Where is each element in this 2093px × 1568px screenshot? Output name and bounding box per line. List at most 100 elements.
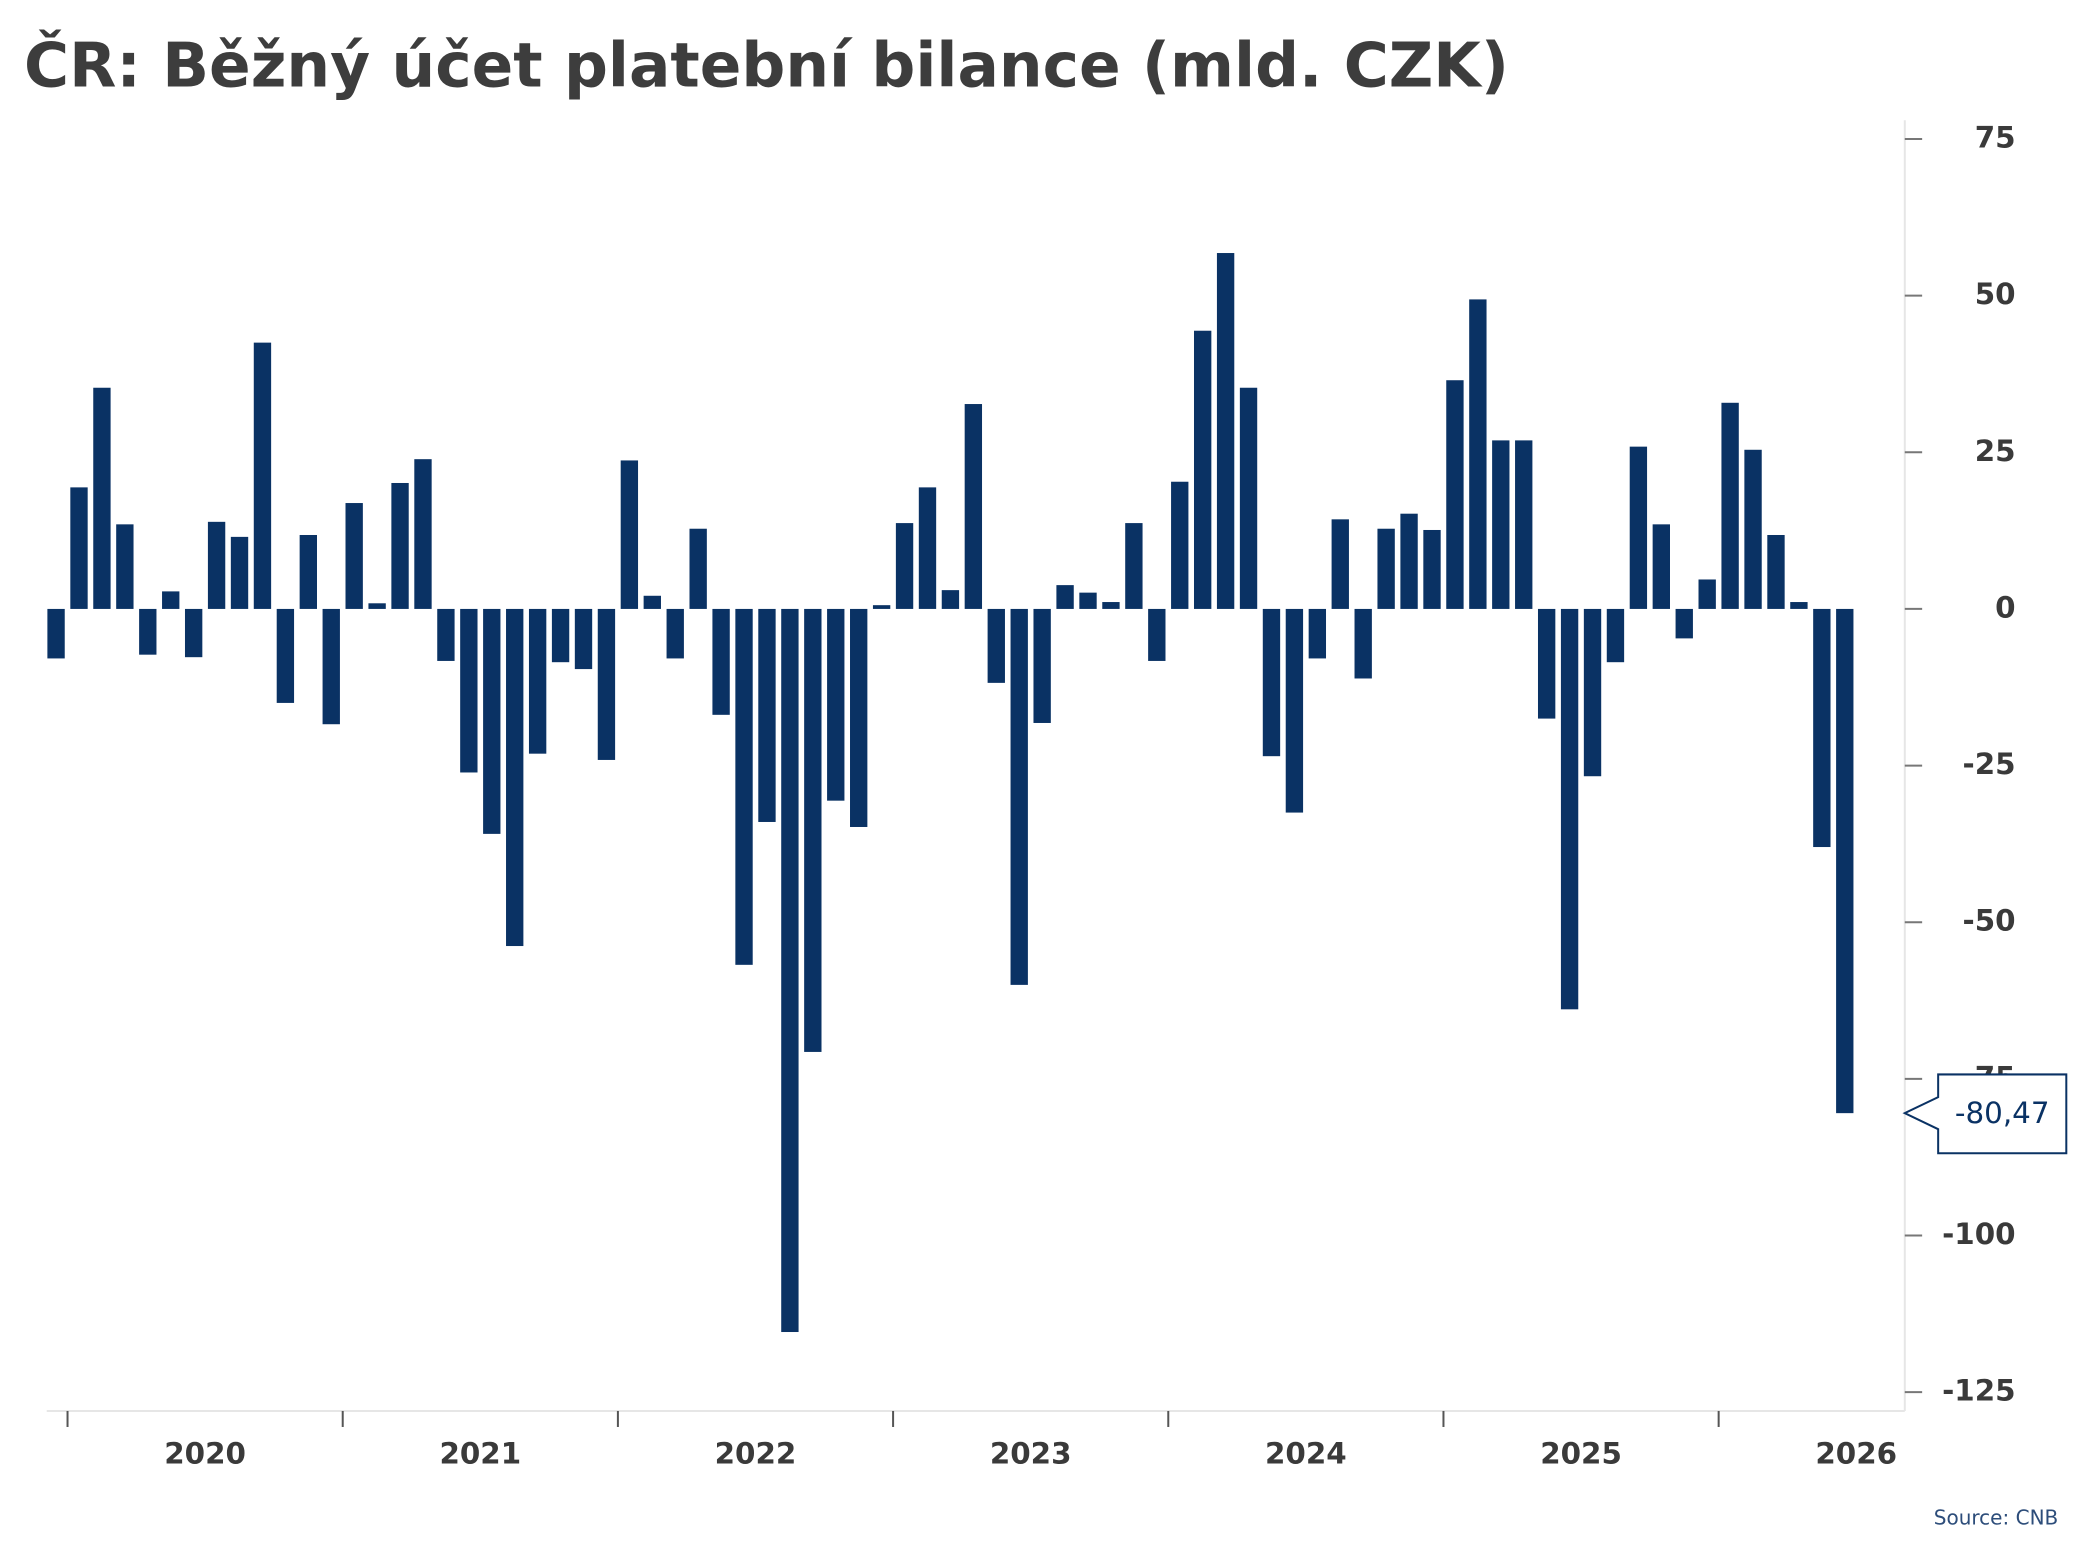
- bar: [70, 487, 88, 609]
- bar: [1102, 602, 1120, 609]
- bar: [643, 595, 661, 609]
- bar: [597, 608, 616, 760]
- bar: [1583, 608, 1602, 777]
- bar: [345, 503, 363, 609]
- bar: [827, 608, 845, 801]
- bar: [1675, 608, 1693, 639]
- bar: [987, 608, 1005, 683]
- bar: [1652, 524, 1670, 609]
- bar: [781, 608, 799, 1333]
- x-tick-label: 2024: [1265, 1437, 1347, 1471]
- bar: [964, 404, 983, 609]
- y-tick-label: -100: [1942, 1217, 2015, 1251]
- bar: [620, 460, 639, 609]
- y-tick-label: -125: [1942, 1374, 2015, 1408]
- x-tick-label: 2023: [990, 1437, 1072, 1471]
- bar: [116, 524, 134, 609]
- bar: [276, 608, 295, 703]
- bar: [1469, 299, 1487, 609]
- bar: [483, 608, 501, 834]
- bar: [1492, 440, 1510, 609]
- bar: [551, 608, 570, 663]
- bar: [1813, 608, 1831, 848]
- bar: [184, 608, 203, 658]
- y-tick-label: 25: [1975, 434, 2016, 468]
- bar: [1537, 608, 1556, 719]
- bar: [1744, 449, 1762, 609]
- bar: [93, 387, 111, 609]
- bar: [1354, 608, 1372, 679]
- bar: [322, 608, 340, 725]
- bar: [1400, 513, 1418, 609]
- bar: [689, 528, 707, 609]
- bar: [253, 342, 272, 609]
- bar: [1285, 608, 1304, 813]
- x-tick-label: 2026: [1815, 1437, 1897, 1471]
- bar: [1446, 380, 1464, 609]
- y-tick-label: -25: [1963, 747, 2016, 781]
- bar: [758, 608, 776, 822]
- bar: [1423, 529, 1441, 609]
- x-tick-label: 2020: [164, 1437, 246, 1471]
- bar: [528, 608, 547, 754]
- bar: [1171, 481, 1189, 609]
- bar: [1216, 253, 1235, 609]
- bar: [139, 608, 157, 655]
- bar: [207, 521, 226, 609]
- bar: [414, 459, 432, 609]
- bar: [712, 608, 730, 715]
- source-note: Source: CNB: [1934, 1506, 2059, 1530]
- bar: [895, 523, 914, 609]
- bar: [47, 608, 65, 659]
- bar: [1377, 528, 1395, 609]
- bar: [735, 608, 753, 965]
- bar: [1125, 523, 1143, 609]
- bar: [506, 608, 524, 947]
- bar: [1010, 608, 1028, 985]
- bar: [437, 608, 455, 661]
- bar: [1056, 585, 1074, 609]
- bar: [850, 608, 868, 827]
- bar: [1308, 608, 1327, 659]
- x-tick-label: 2025: [1540, 1437, 1622, 1471]
- bar: [1629, 446, 1648, 609]
- bar: [162, 591, 180, 609]
- bar: [1836, 608, 1854, 1114]
- bar: [299, 534, 317, 609]
- bar: [918, 487, 937, 609]
- bar: [1721, 402, 1739, 609]
- y-tick-label: -50: [1963, 904, 2016, 938]
- bar: [1193, 330, 1212, 609]
- bar: [1239, 387, 1258, 609]
- x-tick-label: 2021: [439, 1437, 521, 1471]
- bar: [1148, 608, 1166, 661]
- data-label: -80,47: [1955, 1096, 2050, 1130]
- bar: [1262, 608, 1281, 757]
- bar: [1560, 608, 1579, 1010]
- bar: [1033, 608, 1051, 723]
- y-tick-label: 75: [1975, 120, 2016, 154]
- bar: [574, 608, 593, 670]
- y-tick-label: 0: [1995, 590, 2015, 624]
- bar: [941, 590, 960, 609]
- bar: [1079, 592, 1097, 609]
- chart-title: ČR: Běžný účet platební bilance (mld. CZ…: [24, 29, 1509, 102]
- bar: [1606, 608, 1625, 663]
- bar: [368, 603, 386, 609]
- bar: [872, 605, 891, 609]
- callout-box: [1902, 1073, 2068, 1155]
- bar: [804, 608, 822, 1052]
- bar: [1515, 440, 1533, 609]
- bar: [1331, 519, 1349, 609]
- bar: [1767, 534, 1785, 609]
- bar: [391, 482, 409, 609]
- bar: [1698, 579, 1716, 609]
- bar: [460, 608, 478, 773]
- y-tick-label: 50: [1975, 277, 2016, 311]
- x-tick-label: 2022: [715, 1437, 797, 1471]
- bar: [230, 536, 249, 609]
- bar: [666, 608, 684, 659]
- bar: [1790, 602, 1808, 609]
